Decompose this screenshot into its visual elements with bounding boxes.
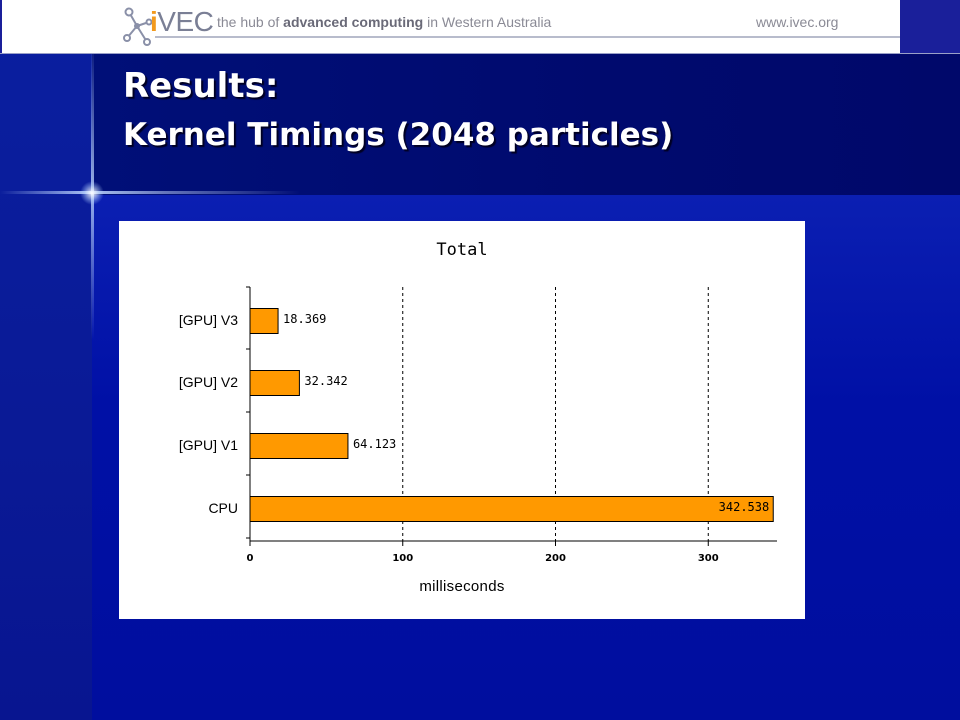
logo-i: i <box>150 6 158 37</box>
bar-1 <box>249 370 300 396</box>
bar-chart: 18.369 32.342 64.123 342.538 <box>246 286 777 546</box>
bar-value-label-3: 342.538 <box>719 500 770 514</box>
bar-value-label-1: 32.342 <box>304 374 347 388</box>
banner-edge-right <box>900 0 960 53</box>
lens-flare-horizontal <box>0 191 300 194</box>
bar-value-label-2: 64.123 <box>353 437 396 451</box>
chart-title: Total <box>436 240 488 260</box>
category-label-2: [GPU] V1 <box>178 437 238 453</box>
lens-flare-core <box>80 181 104 205</box>
category-label-3: CPU <box>208 500 238 516</box>
tagline: the hub of advanced computing in Western… <box>217 14 551 30</box>
logo-vec: VEC <box>157 6 214 37</box>
bar-3 <box>249 496 774 522</box>
x-tick-label-100: 100 <box>392 553 414 564</box>
header-banner: iVEC the hub of advanced computing in We… <box>0 0 960 54</box>
molecule-logo-icon <box>123 7 153 46</box>
category-label-1: [GPU] V2 <box>178 374 238 390</box>
slide-subtitle: Kernel Timings (2048 particles) <box>123 117 674 153</box>
tagline-bold: advanced computing <box>283 14 424 30</box>
bar-0 <box>249 308 279 334</box>
x-axis-label: milliseconds <box>419 578 505 595</box>
ivec-logo-text: iVEC <box>150 6 214 38</box>
x-tick-label-0: 0 <box>246 553 254 564</box>
category-label-0: [GPU] V3 <box>178 312 238 328</box>
chart-panel: Total 18.369 32.342 64.123 342.538 [GPU] V3… <box>119 221 805 619</box>
banner-divider <box>155 36 900 38</box>
x-tick-label-200: 200 <box>545 553 566 564</box>
slide-title: Results: <box>123 66 279 106</box>
background-left-band <box>0 0 92 720</box>
bar-value-label-0: 18.369 <box>283 312 326 326</box>
background-title-band <box>92 53 960 195</box>
bar-2 <box>249 433 349 459</box>
tagline-post: in Western Australia <box>423 14 552 30</box>
banner-edge-left <box>0 0 2 53</box>
x-tick-label-300: 300 <box>697 553 719 564</box>
tagline-pre: the hub of <box>217 14 284 30</box>
website-url: www.ivec.org <box>756 14 839 30</box>
